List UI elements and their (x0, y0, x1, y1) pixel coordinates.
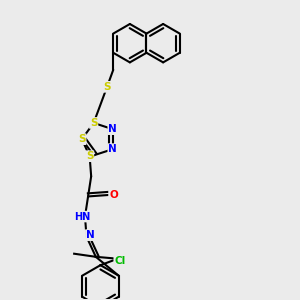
Text: Cl: Cl (114, 256, 126, 266)
Text: S: S (78, 134, 85, 144)
Text: HN: HN (74, 212, 91, 222)
Text: N: N (86, 230, 94, 240)
Text: O: O (109, 190, 118, 200)
Text: S: S (86, 151, 93, 161)
Text: S: S (103, 82, 111, 92)
Text: S: S (90, 118, 98, 128)
Text: N: N (108, 144, 117, 154)
Text: N: N (108, 124, 117, 134)
